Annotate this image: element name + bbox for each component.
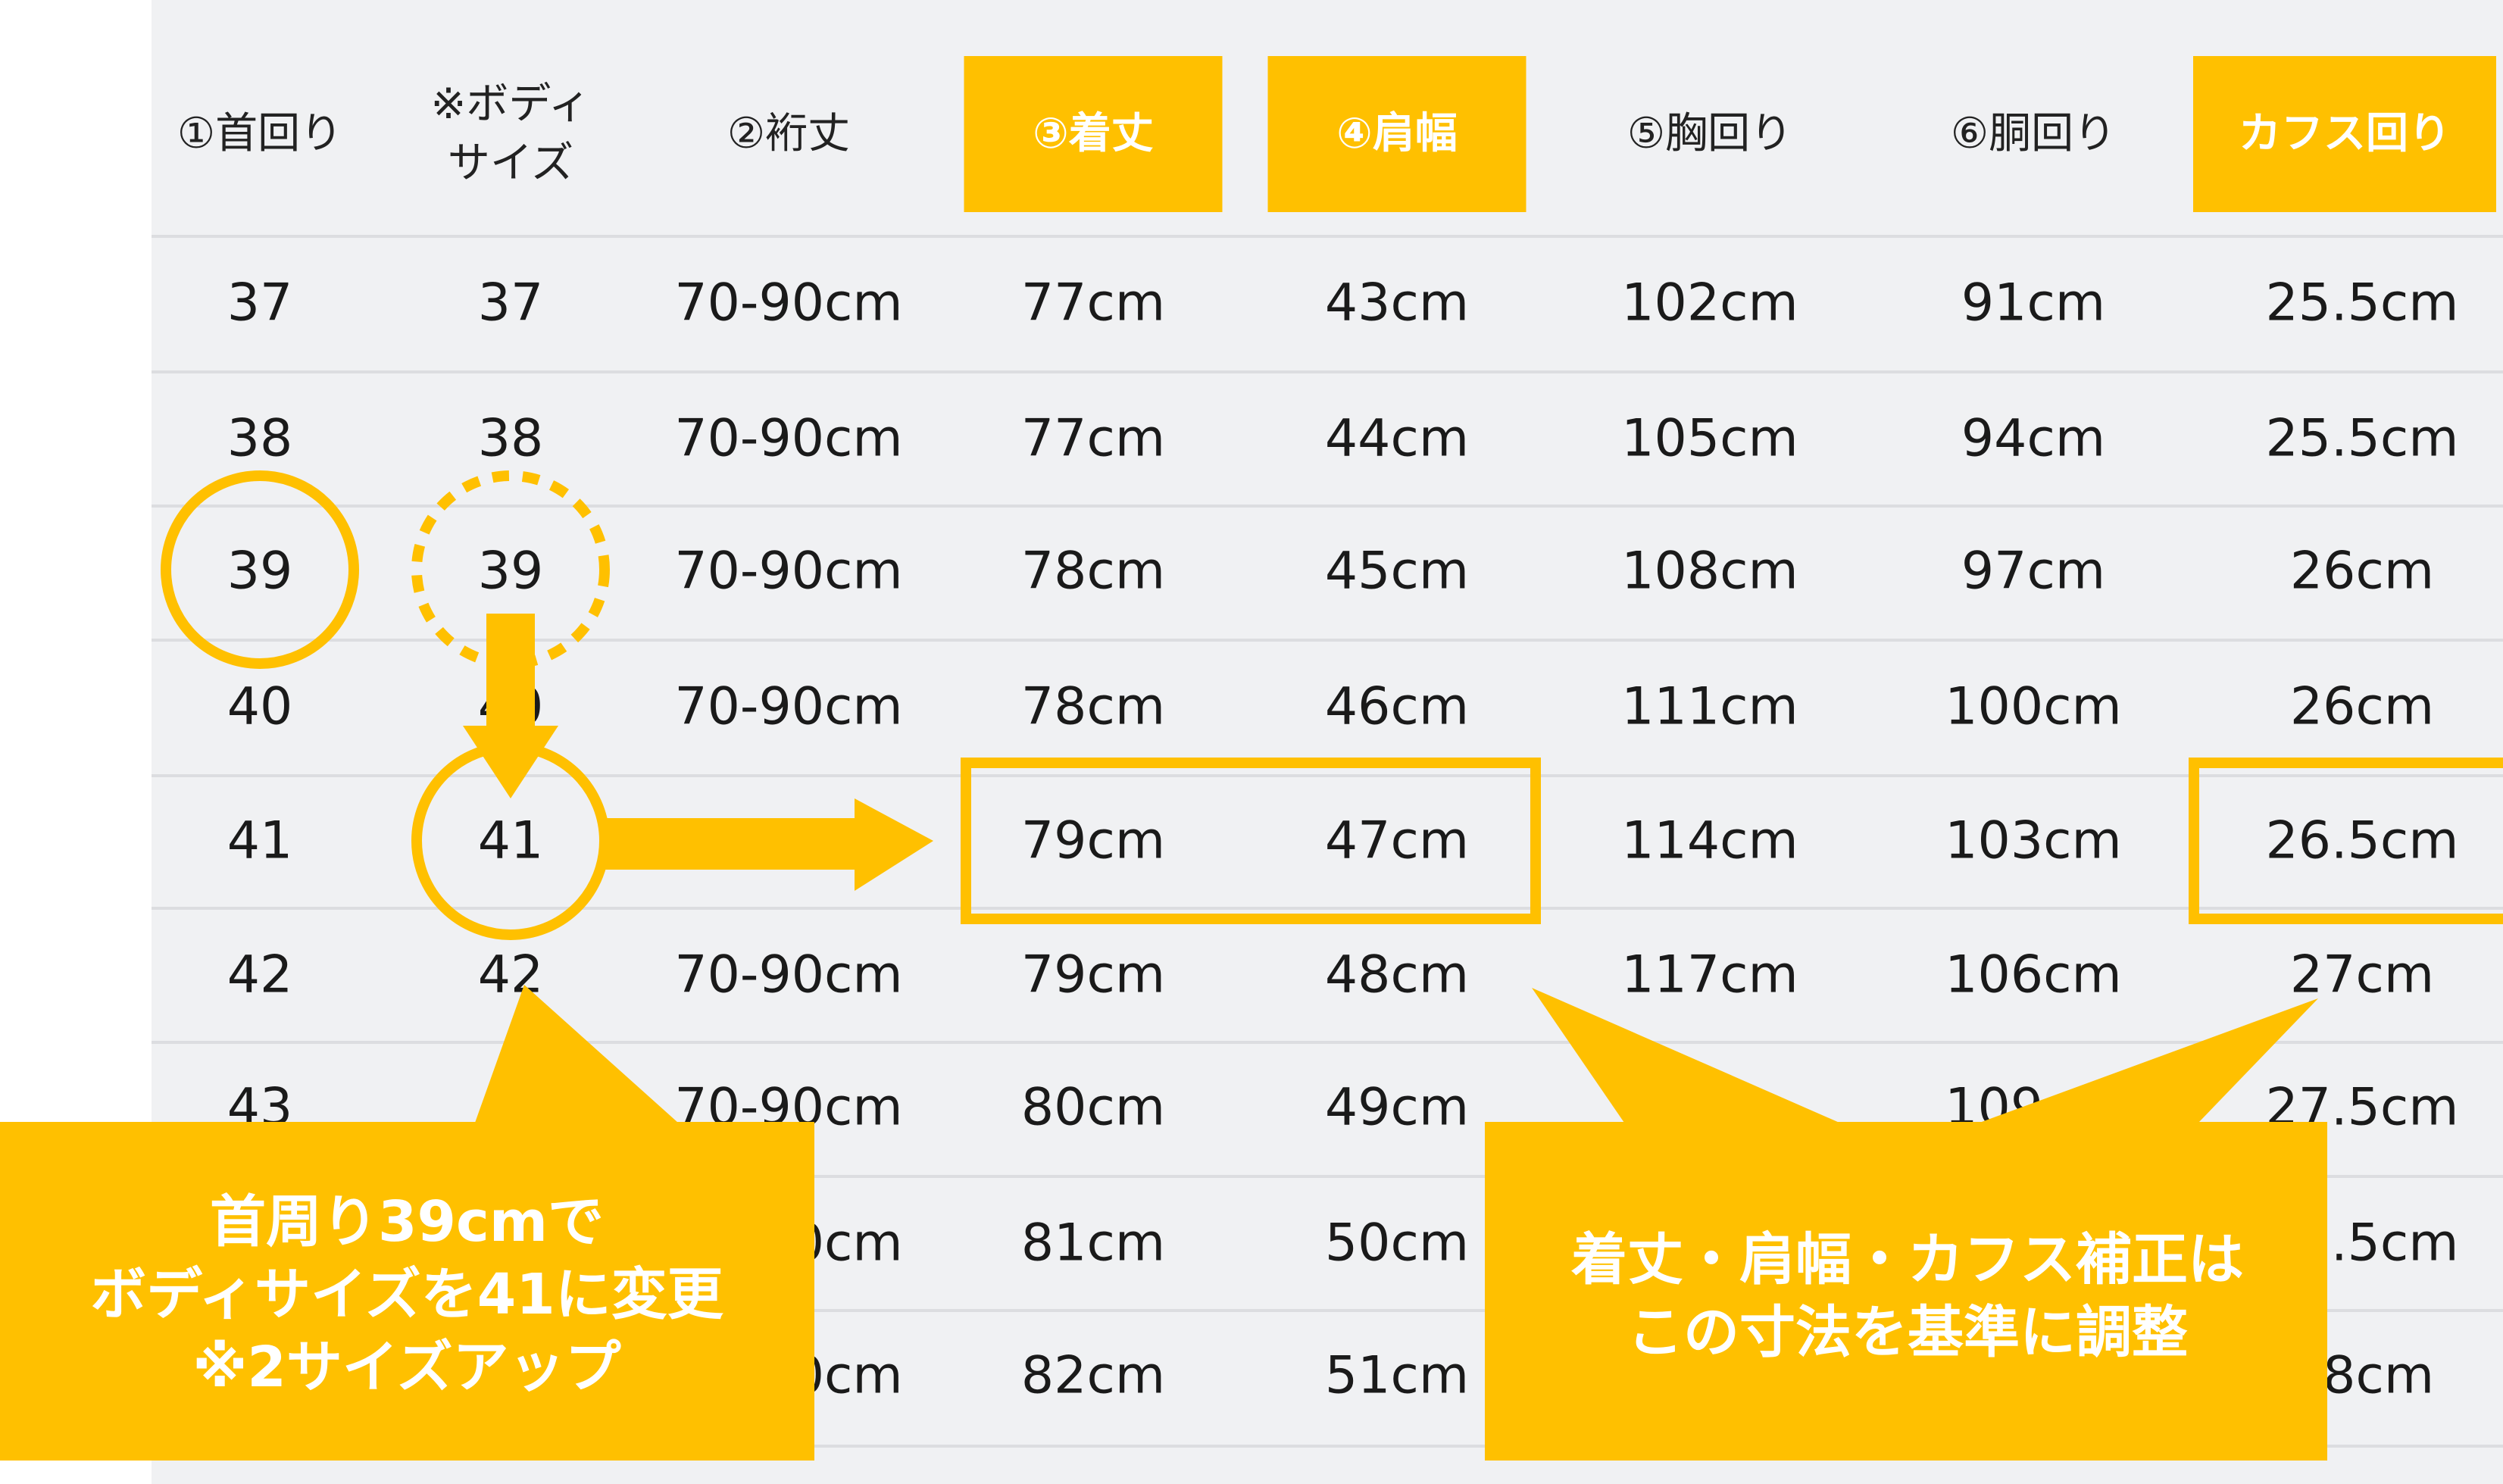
table-cell: 114cm bbox=[1621, 811, 1798, 871]
body-39-dashed-circle bbox=[411, 470, 610, 669]
row-divider bbox=[152, 907, 2503, 910]
table-cell: 27cm bbox=[2289, 945, 2435, 1005]
column-header: カフス回り bbox=[2193, 56, 2496, 212]
table-cell: 47cm bbox=[1324, 811, 1470, 871]
table-cell: 41 bbox=[227, 811, 293, 871]
table-cell: 37 bbox=[477, 273, 544, 333]
table-cell: 42 bbox=[227, 945, 293, 1005]
table-cell: 94cm bbox=[1961, 408, 2106, 469]
table-cell: 26.5cm bbox=[2265, 811, 2459, 871]
left-callout bbox=[0, 985, 814, 1461]
table-cell: 37 bbox=[227, 273, 293, 333]
cuff-highlight bbox=[2189, 758, 2503, 924]
right-arrow-icon bbox=[600, 798, 933, 891]
row-divider bbox=[152, 639, 2503, 642]
table-cell: 111cm bbox=[1621, 676, 1798, 737]
table-cell: 80cm bbox=[1020, 1077, 1166, 1138]
table-cell: 81cm bbox=[1020, 1213, 1166, 1273]
table-cell: 79cm bbox=[1020, 945, 1166, 1005]
column-header: ②裄丈 bbox=[727, 108, 851, 158]
table-cell: 105cm bbox=[1621, 408, 1798, 469]
table-cell: 51cm bbox=[1324, 1345, 1470, 1406]
table-cell: 26cm bbox=[2289, 541, 2435, 601]
right-callout-text: 着丈・肩幅・カフス補正は この寸法を基準に調整 bbox=[1571, 1223, 2244, 1369]
table-cell: 50cm bbox=[1324, 1213, 1470, 1273]
table-cell: 39 bbox=[227, 541, 293, 601]
down-arrow-icon bbox=[463, 614, 558, 798]
table-cell: 77cm bbox=[1020, 408, 1166, 469]
table-cell: 70-90cm bbox=[674, 408, 903, 469]
table-cell: 38 bbox=[477, 408, 544, 469]
callout-line: 着丈・肩幅・カフス補正は bbox=[1571, 1227, 2244, 1292]
right-callout bbox=[1485, 988, 2327, 1461]
table-cell: 70-90cm bbox=[674, 273, 903, 333]
table-cell: 70-90cm bbox=[674, 676, 903, 737]
row-divider bbox=[152, 1175, 2503, 1178]
table-cell: 48cm bbox=[1324, 945, 1470, 1005]
left-callout-text: 首周り39cmで ボディサイズを41に変更 ※2サイズアップ bbox=[90, 1186, 723, 1404]
column-header: ※ボディ サイズ bbox=[430, 79, 591, 188]
length-shoulder-highlight bbox=[961, 758, 1541, 924]
table-cell: 91cm bbox=[1961, 273, 2106, 333]
row-divider bbox=[152, 505, 2503, 508]
column-header: ①首回り bbox=[177, 108, 343, 158]
table-cell: 26cm bbox=[2289, 676, 2435, 737]
table-cell: 44cm bbox=[1324, 408, 1470, 469]
callout-line: ボディサイズを41に変更 bbox=[90, 1262, 723, 1328]
row-divider bbox=[152, 1445, 2503, 1448]
column-header: ③着丈 bbox=[964, 56, 1223, 212]
table-cell: 39 bbox=[477, 541, 544, 601]
row-divider bbox=[152, 235, 2503, 238]
callout-line: 首周り39cmで bbox=[210, 1189, 604, 1254]
table-cell: 70-90cm bbox=[674, 945, 903, 1005]
table-cell: 97cm bbox=[1961, 541, 2106, 601]
table-cell: 45cm bbox=[1324, 541, 1470, 601]
column-header: ⑤胸回り bbox=[1626, 108, 1793, 158]
table-cell: 117cm bbox=[1621, 945, 1798, 1005]
table-cell: 40 bbox=[227, 676, 293, 737]
callout-line: この寸法を基準に調整 bbox=[1627, 1300, 2188, 1366]
table-cell: 78cm bbox=[1020, 541, 1166, 601]
table-cell: 100cm bbox=[1945, 676, 2122, 737]
column-header: ④肩幅 bbox=[1267, 56, 1526, 212]
table-cell: 77cm bbox=[1020, 273, 1166, 333]
row-divider bbox=[152, 370, 2503, 373]
table-cell: 79cm bbox=[1020, 811, 1166, 871]
table-cell: 38 bbox=[227, 408, 293, 469]
row-divider bbox=[152, 1041, 2503, 1044]
row-divider bbox=[152, 1309, 2503, 1312]
table-cell: 49cm bbox=[1324, 1077, 1470, 1138]
table-cell: 78cm bbox=[1020, 676, 1166, 737]
table-cell: 108cm bbox=[1621, 541, 1798, 601]
table-cell: 106cm bbox=[1945, 945, 2122, 1005]
table-cell: 41 bbox=[477, 811, 544, 871]
table-cell: 103cm bbox=[1945, 811, 2122, 871]
table-cell: 70-90cm bbox=[674, 541, 903, 601]
table-cell: 46cm bbox=[1324, 676, 1470, 737]
table-cell: 25.5cm bbox=[2265, 408, 2459, 469]
table-cell: 43cm bbox=[1324, 273, 1470, 333]
table-cell: 82cm bbox=[1020, 1345, 1166, 1406]
neck-39-circle bbox=[161, 470, 359, 669]
table-cell: 25.5cm bbox=[2265, 273, 2459, 333]
table-cell: 102cm bbox=[1621, 273, 1798, 333]
column-header: ⑥胴回り bbox=[1950, 108, 2117, 158]
row-divider bbox=[152, 774, 2503, 777]
callout-line: ※2サイズアップ bbox=[192, 1335, 621, 1401]
